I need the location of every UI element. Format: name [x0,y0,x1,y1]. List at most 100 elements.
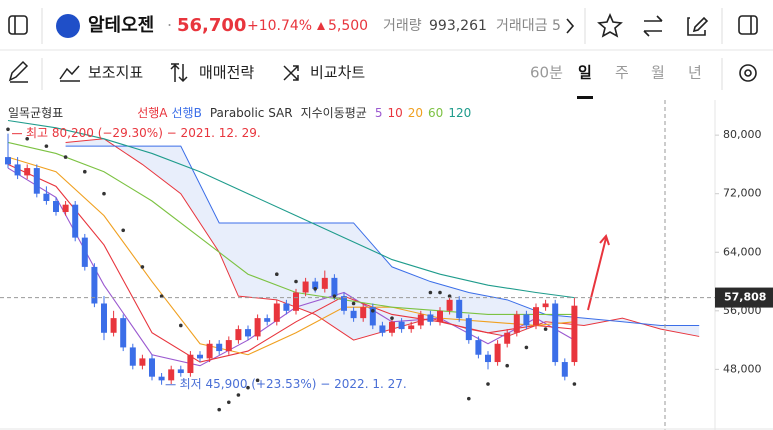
annotation: 최고 80,200 (−29.30%) − 2021. 12. 29. [26,126,261,140]
more-button[interactable] [566,18,575,34]
candle-body [408,325,415,330]
candle-body [475,340,482,355]
settings-button[interactable] [739,64,757,82]
candle-body [369,307,376,326]
y-tick-label: 48,000 [723,362,762,375]
compare-button[interactable]: 비교차트 [310,64,365,82]
crosshair-label: 57,808 [724,291,766,304]
line [65,145,700,326]
change: 5,500 [328,18,368,34]
candle-body [427,314,434,322]
amount-label: 거래대금 5 [496,18,561,34]
candle-body [206,343,213,359]
candle-body [216,343,223,352]
legend-entry[interactable]: Parabolic SAR [210,106,293,120]
sar-dot [428,290,433,295]
up-arrow [317,22,325,30]
candle-body [533,307,539,326]
toolbar: 보조지표 매매전략 비교차트 60분 일 주 월 년 [8,58,757,99]
legend-entry[interactable]: 일목균형표 [8,106,63,120]
candle-body [254,318,261,337]
candle-body [513,314,520,333]
sar-dot [332,294,337,298]
change-pct: +10.74% [247,18,312,34]
candle-body [523,314,530,326]
period-tab[interactable]: 주 [615,64,629,82]
volume: 993,261 [429,18,487,34]
line [7,156,575,356]
sar-dot [275,272,279,277]
legend-entry[interactable]: 10 [387,106,402,120]
strategy-button[interactable]: 매매전략 [199,64,254,82]
sar-dot [486,382,490,386]
draw-button[interactable] [8,60,29,83]
panel-button[interactable] [738,15,758,35]
cloud [65,138,700,341]
legend-entry[interactable]: 120 [448,106,471,120]
swap-button[interactable] [643,15,663,37]
logo [56,14,80,38]
sar-dot [140,265,145,269]
sidebar-button[interactable] [8,15,28,35]
period-tab[interactable]: 일 [578,64,592,82]
legend-entry[interactable]: 5 [375,106,383,120]
candle-body [235,329,242,341]
candle-body [552,303,559,363]
legend-entry[interactable]: 선행B [172,105,202,120]
sar-dot [121,228,125,233]
sar-dot [447,294,452,298]
candle-body [485,354,491,363]
period-tab[interactable]: 60분 [530,64,563,82]
favorite-button[interactable] [597,12,623,38]
candle-body [302,281,309,293]
candle-body [494,343,501,363]
svg-text:·: · [167,16,172,35]
candle-body [273,303,280,322]
signal-arrow [587,234,610,311]
sar-dot [313,287,318,291]
candle-body [561,362,568,377]
candle-body [446,299,453,311]
candle-body [110,318,117,333]
sar-dot [438,290,442,295]
y-tick-label: 80,000 [723,128,762,141]
sar-dot [294,279,298,284]
legend-entry[interactable]: 선행A [137,105,168,120]
candle-body [542,303,549,308]
annotation: 최저 45,900 (+23.53%) − 2022. 1. 27. [180,377,407,391]
candle-body [398,321,405,330]
candle-body [379,325,386,333]
candle-body [120,318,127,348]
candle-body [187,354,194,374]
sar-dot [572,382,577,386]
stock-name: 알테오젠 [88,15,154,36]
candle-body [81,237,88,267]
candle-body [177,369,184,374]
sar-dot [255,378,260,383]
legend-entry[interactable]: 20 [408,106,423,120]
edit-button[interactable] [687,16,709,36]
candle-body [293,292,299,311]
candle-body [264,318,271,322]
candle-body [139,358,146,366]
candle-body [283,303,290,311]
line [7,163,575,363]
period-tab[interactable]: 년 [688,64,702,82]
candle-body [245,329,251,337]
sar-dot [83,169,87,174]
indicators-button[interactable]: 보조지표 [88,64,143,82]
sar-dot [505,363,510,368]
candle-body [14,164,21,176]
candle-body [5,157,11,165]
period-tab[interactable]: 월 [651,64,665,82]
legend-entry[interactable]: 지수이동평균 [301,106,367,120]
sar-dot [227,400,231,405]
sar-dot [159,294,164,298]
sar-dot [236,393,241,397]
line [65,138,700,341]
legend-entry[interactable]: 60 [428,106,443,120]
crosshair-box [715,287,773,308]
candle-body [456,299,463,319]
